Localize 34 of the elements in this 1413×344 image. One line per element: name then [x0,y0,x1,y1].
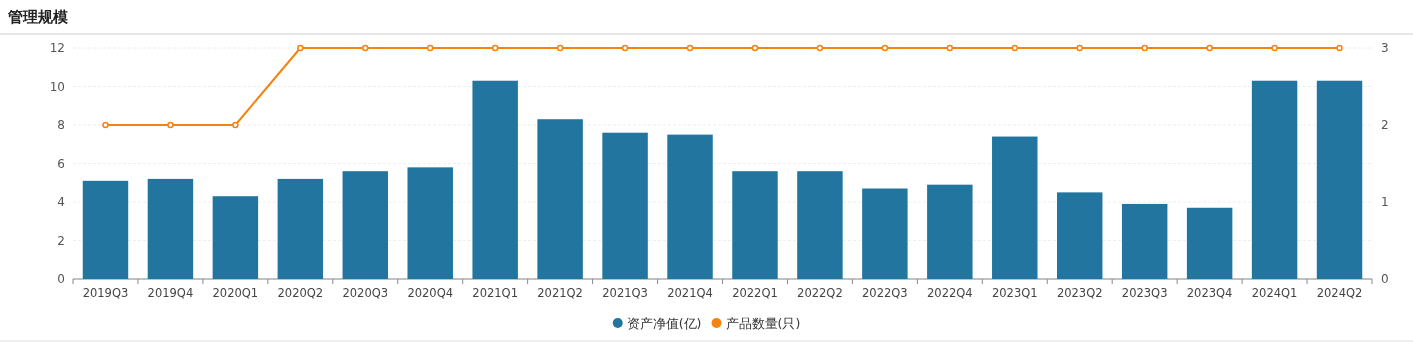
legend-label: 产品数量(只) [725,315,801,331]
x-tick-label: 2023Q3 [1121,286,1168,300]
x-tick-label: 2021Q4 [667,286,713,300]
x-tick-label: 2021Q3 [602,286,648,300]
y-tick-label: 8 [57,118,65,132]
y2-tick-label: 1 [1381,195,1389,209]
y-tick-label: 4 [57,195,65,209]
y2-tick-label: 3 [1381,41,1389,55]
x-tick-label: 2020Q4 [407,286,454,300]
x-tick-label: 2020Q3 [342,286,389,300]
x-tick-label: 2021Q1 [472,286,518,300]
x-tick-label: 2022Q4 [927,286,973,300]
y-tick-label: 10 [49,79,65,94]
x-tick-label: 2021Q2 [537,286,583,300]
x-tick-label: 2022Q2 [797,286,843,300]
y-tick-label: 0 [57,272,65,286]
chart-title: 管理规模 [7,8,69,26]
x-tick-label: 2023Q4 [1186,286,1233,300]
x-tick-label: 2022Q1 [732,286,778,300]
legend-label: 资产净值(亿) [626,315,702,331]
x-tick-label: 2023Q1 [991,286,1038,300]
y-tick-label: 12 [49,41,65,55]
y-tick-label: 6 [57,156,65,171]
x-tick-label: 2023Q2 [1056,286,1103,300]
x-tick-label: 2024Q1 [1251,286,1298,300]
x-tick-label: 2019Q4 [147,286,194,300]
y-tick-label: 2 [57,233,65,248]
x-tick-label: 2020Q2 [277,286,324,300]
x-tick-label: 2020Q1 [212,286,259,300]
y2-tick-label: 0 [1381,272,1389,286]
y2-tick-label: 2 [1381,118,1389,132]
x-tick-label: 2019Q3 [82,286,129,300]
x-tick-label: 2022Q3 [862,286,908,300]
x-tick-label: 2024Q2 [1316,286,1363,300]
